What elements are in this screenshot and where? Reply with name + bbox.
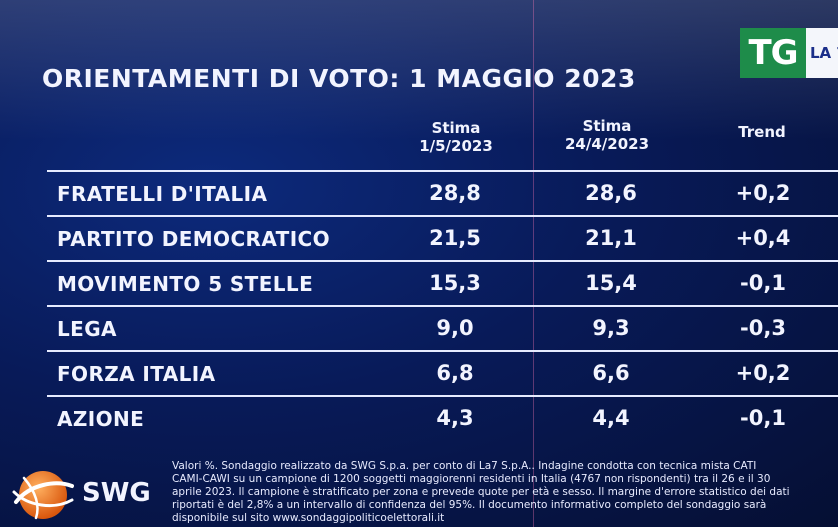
value-current: 21,5 <box>429 226 481 250</box>
footer: SWG Valori %. Sondaggio realizzato da SW… <box>0 450 838 527</box>
value-current: 4,3 <box>436 406 474 430</box>
table-row: PARTITO DEMOCRATICO 21,5 21,1 +0,4 <box>47 215 838 260</box>
table-row: LEGA 9,0 9,3 -0,3 <box>47 305 838 350</box>
note-line: aprile 2023. Il campione è stratificato … <box>172 486 790 498</box>
value-trend: -0,1 <box>740 406 786 430</box>
party-name: FORZA ITALIA <box>57 362 216 386</box>
value-trend: +0,4 <box>735 226 791 250</box>
party-name: LEGA <box>57 317 117 341</box>
party-name: AZIONE <box>57 407 145 431</box>
value-previous: 9,3 <box>592 316 630 340</box>
methodology-note: Valori %. Sondaggio realizzato da SWG S.… <box>172 460 838 526</box>
screen-divider-line <box>533 0 534 527</box>
table-row: MOVIMENTO 5 STELLE 15,3 15,4 -0,1 <box>47 260 838 305</box>
value-previous: 6,6 <box>592 361 630 385</box>
value-current: 15,3 <box>429 271 481 295</box>
value-current: 9,0 <box>436 316 474 340</box>
value-trend: -0,3 <box>740 316 786 340</box>
value-trend: +0,2 <box>735 361 791 385</box>
party-name: MOVIMENTO 5 STELLE <box>57 272 314 296</box>
value-previous: 4,4 <box>592 406 630 430</box>
value-current: 28,8 <box>429 181 481 205</box>
column-header-label: Stima <box>431 119 481 137</box>
value-previous: 21,1 <box>585 226 637 250</box>
tg-logo-mark: TG <box>740 28 806 78</box>
swg-globe-icon <box>12 471 74 520</box>
page-title: ORIENTAMENTI DI VOTO: 1 MAGGIO 2023 <box>42 64 636 93</box>
poll-table: FRATELLI D'ITALIA 28,8 28,6 +0,2 PARTITO… <box>47 170 838 440</box>
column-header-label: Stima <box>582 117 632 135</box>
table-row: AZIONE 4,3 4,4 -0,1 <box>47 395 838 440</box>
column-header-stima-2: Stima 24/4/2023 <box>543 117 671 153</box>
note-line: disponibile sul sito www.sondaggipolitic… <box>172 512 445 524</box>
la7-logo-text: LA 7 <box>806 28 838 78</box>
value-previous: 15,4 <box>585 271 637 295</box>
value-current: 6,8 <box>436 361 474 385</box>
party-name: FRATELLI D'ITALIA <box>57 182 268 206</box>
table-row: FRATELLI D'ITALIA 28,8 28,6 +0,2 <box>47 170 838 215</box>
party-name: PARTITO DEMOCRATICO <box>57 227 331 251</box>
value-trend: +0,2 <box>735 181 791 205</box>
column-header-trend: Trend <box>738 123 786 141</box>
note-line: riportati è del 2,8% a un intervallo di … <box>172 499 767 511</box>
column-header-stima-1: Stima 1/5/2023 <box>392 119 520 155</box>
column-header-date: 1/5/2023 <box>419 137 493 155</box>
table-row: FORZA ITALIA 6,8 6,6 +0,2 <box>47 350 838 395</box>
column-header-date: 24/4/2023 <box>564 135 650 153</box>
note-line: CAMI-CAWI su un campione di 1200 soggett… <box>172 473 771 485</box>
value-previous: 28,6 <box>585 181 637 205</box>
swg-brand: SWG <box>82 478 151 508</box>
value-trend: -0,1 <box>740 271 786 295</box>
tg-la7-logo: TG LA 7 <box>740 28 838 78</box>
note-line: Valori %. Sondaggio realizzato da SWG S.… <box>172 460 757 472</box>
